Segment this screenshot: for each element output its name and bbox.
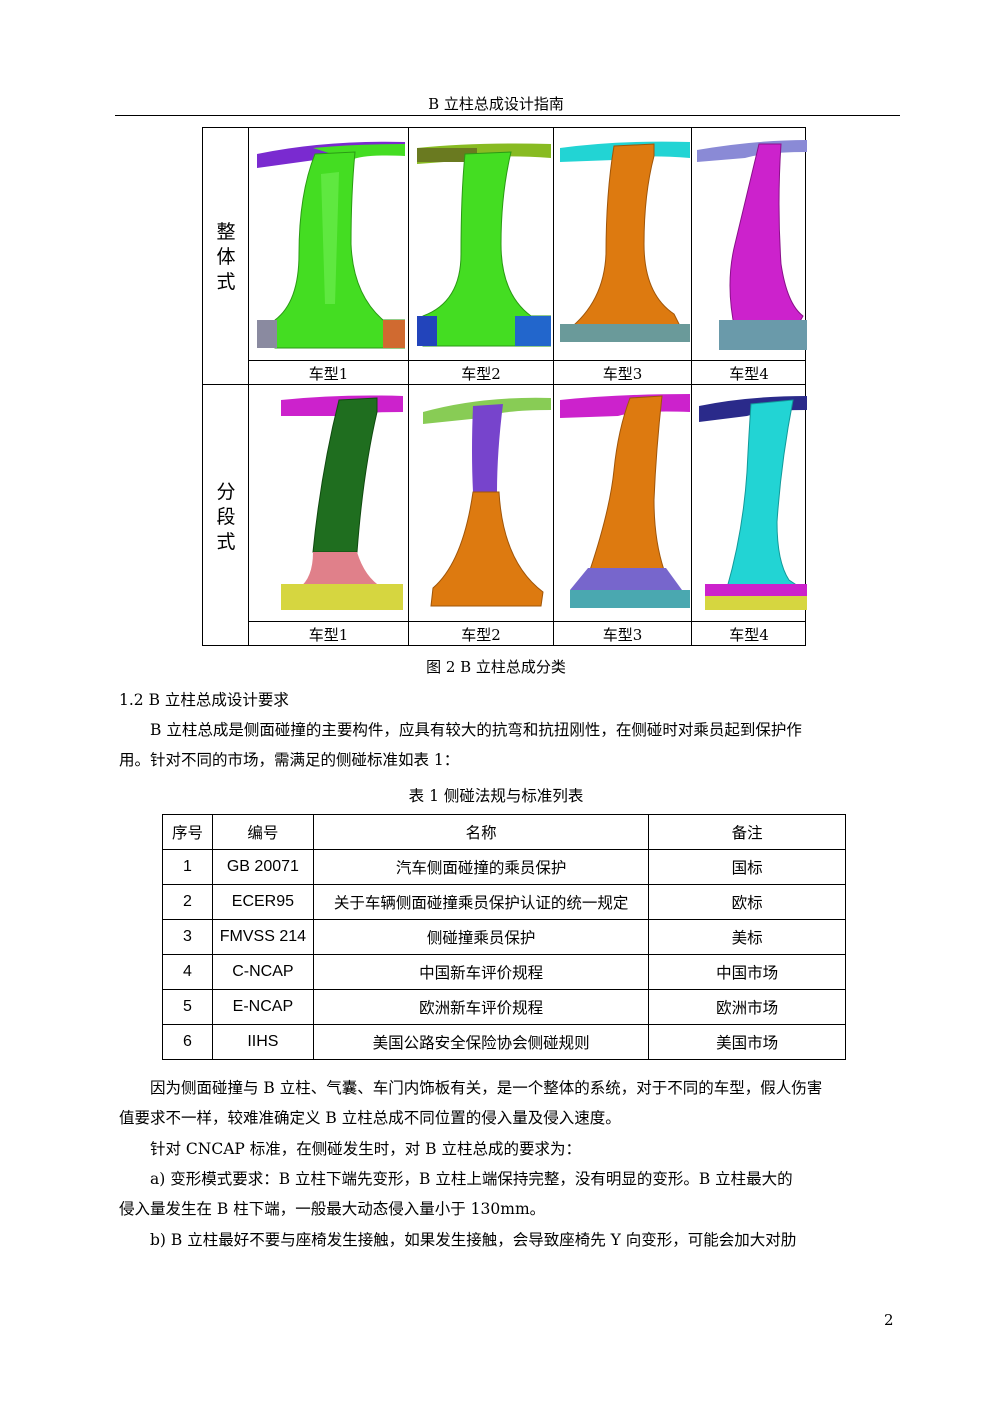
table-cell: 美国公路安全保险协会侧碰规则: [312, 1024, 650, 1060]
caption-model-2: 车型2: [461, 365, 501, 383]
table-cell: 汽车侧面碰撞的乘员保护: [312, 849, 650, 885]
pillar-image-integral-3: [560, 141, 690, 342]
table-cell: 3: [162, 919, 213, 955]
table-cell: 6: [162, 1024, 213, 1060]
table-row: 3 FMVSS 214 侧碰撞乘员保护 美标: [162, 919, 846, 955]
header-cell: 名称: [312, 814, 650, 850]
table-header-row: 序号 编号 名称 备注: [162, 814, 846, 850]
table-row: 6 IIHS 美国公路安全保险协会侧碰规则 美国市场: [162, 1024, 846, 1060]
paragraph-3: 针对 CNCAP 标准，在侧碰发生时，对 B 立柱总成的要求为：: [119, 1134, 899, 1164]
table-cell: 美标: [648, 919, 846, 955]
table-row: 4 C-NCAP 中国新车评价规程 中国市场: [162, 954, 846, 990]
table-cell: FMVSS 214: [211, 919, 314, 955]
table-row: 1 GB 20071 汽车侧面碰撞的乘员保护 国标: [162, 849, 846, 885]
standards-table: 序号 编号 名称 备注 1 GB 20071 汽车侧面碰撞的乘员保护 国标 2 …: [162, 814, 846, 1060]
grid-divider: [248, 360, 805, 361]
pillar-image-segmented-3: [560, 394, 690, 608]
paragraph-4: a) 变形模式要求：B 立柱下端先变形，B 立柱上端保持完整，没有明显的变形。B…: [119, 1164, 899, 1224]
table-title: 表 1 侧碰法规与标准列表: [408, 787, 584, 805]
grid-divider: [553, 128, 554, 645]
grid-divider: [203, 384, 805, 385]
header-cell: 备注: [648, 814, 846, 850]
table-cell: 5: [162, 989, 213, 1025]
table-cell: 国标: [648, 849, 846, 885]
row-label-segmented: 分 段 式: [216, 481, 236, 553]
table-cell: ECER95: [211, 884, 314, 920]
caption-model-3: 车型3: [602, 626, 643, 644]
pillar-image-segmented-4: [699, 396, 807, 610]
table-cell: C-NCAP: [211, 954, 314, 990]
header-cell: 编号: [211, 814, 314, 850]
paragraph-2: 因为侧面碰撞与 B 立柱、气囊、车门内饰板有关，是一个整体的系统，对于不同的车型…: [119, 1073, 899, 1133]
paragraph-5: b) B 立柱最好不要与座椅发生接触，如果发生接触，会导致座椅先 Y 向变形，可…: [119, 1225, 899, 1255]
caption-model-3: 车型3: [602, 365, 643, 383]
grid-divider: [248, 128, 249, 645]
header-rule: [115, 115, 900, 116]
pillar-image-integral-1: [257, 141, 405, 349]
table-cell: IIHS: [211, 1024, 314, 1060]
figure-grid: 整 体 式 分 段 式 车型1 车型2 车型3 车型4 车型1 车型2 车型3 …: [202, 127, 807, 646]
pillar-image-segmented-1: [281, 395, 403, 610]
caption-model-4: 车型4: [729, 626, 769, 644]
table-cell: 2: [162, 884, 213, 920]
paragraph-line: 因为侧面碰撞与 B 立柱、气囊、车门内饰板有关，是一个整体的系统，对于不同的车型…: [150, 1079, 823, 1097]
pillar-image-integral-2: [417, 143, 551, 347]
caption-model-2: 车型2: [461, 626, 501, 644]
table-cell: E-NCAP: [211, 989, 314, 1025]
page-number: 2: [884, 1311, 894, 1329]
table-row: 5 E-NCAP 欧洲新车评价规程 欧洲市场: [162, 989, 846, 1025]
pillar-image-integral-4: [697, 140, 807, 350]
page-header: B 立柱总成设计指南: [428, 95, 564, 113]
header-cell: 序号: [162, 814, 213, 850]
paragraph-line: 用。针对不同的市场，需满足的侧碰标准如表 1：: [119, 751, 460, 769]
table-cell: 欧标: [648, 884, 846, 920]
section-heading: 1.2 B 立柱总成设计要求: [119, 691, 289, 709]
grid-divider: [248, 621, 805, 622]
table-cell: 4: [162, 954, 213, 990]
caption-model-4: 车型4: [729, 365, 769, 383]
row-label-integral: 整 体 式: [216, 221, 236, 293]
table-cell: 中国市场: [648, 954, 846, 990]
table-cell: 欧洲新车评价规程: [312, 989, 650, 1025]
paragraph-line: b) B 立柱最好不要与座椅发生接触，如果发生接触，会导致座椅先 Y 向变形，可…: [150, 1231, 797, 1249]
table-row: 2 ECER95 关于车辆侧面碰撞乘员保护认证的统一规定 欧标: [162, 884, 846, 920]
caption-model-1: 车型1: [308, 626, 349, 644]
paragraph-line: 侵入量发生在 B 柱下端，一般最大动态侵入量小于 130mm。: [119, 1200, 546, 1218]
paragraph-line: B 立柱总成是侧面碰撞的主要构件，应具有较大的抗弯和抗扭刚性，在侧碰时对乘员起到…: [150, 721, 802, 739]
grid-divider: [691, 128, 692, 645]
paragraph-1: B 立柱总成是侧面碰撞的主要构件，应具有较大的抗弯和抗扭刚性，在侧碰时对乘员起到…: [119, 715, 899, 775]
table-cell: 中国新车评价规程: [312, 954, 650, 990]
table-cell: 欧洲市场: [648, 989, 846, 1025]
table-cell: GB 20071: [211, 849, 314, 885]
pillar-image-segmented-2: [423, 397, 551, 607]
caption-model-1: 车型1: [308, 365, 349, 383]
paragraph-line: a) 变形模式要求：B 立柱下端先变形，B 立柱上端保持完整，没有明显的变形。B…: [150, 1170, 793, 1188]
table-cell: 美国市场: [648, 1024, 846, 1060]
table-cell: 侧碰撞乘员保护: [312, 919, 650, 955]
figure-caption: 图 2 B 立柱总成分类: [426, 658, 566, 676]
table-cell: 关于车辆侧面碰撞乘员保护认证的统一规定: [312, 884, 650, 920]
grid-divider: [408, 128, 409, 645]
table-cell: 1: [162, 849, 213, 885]
paragraph-line: 值要求不一样，较难准确定义 B 立柱总成不同位置的侵入量及侵入速度。: [119, 1109, 621, 1127]
paragraph-line: 针对 CNCAP 标准，在侧碰发生时，对 B 立柱总成的要求为：: [150, 1140, 582, 1158]
